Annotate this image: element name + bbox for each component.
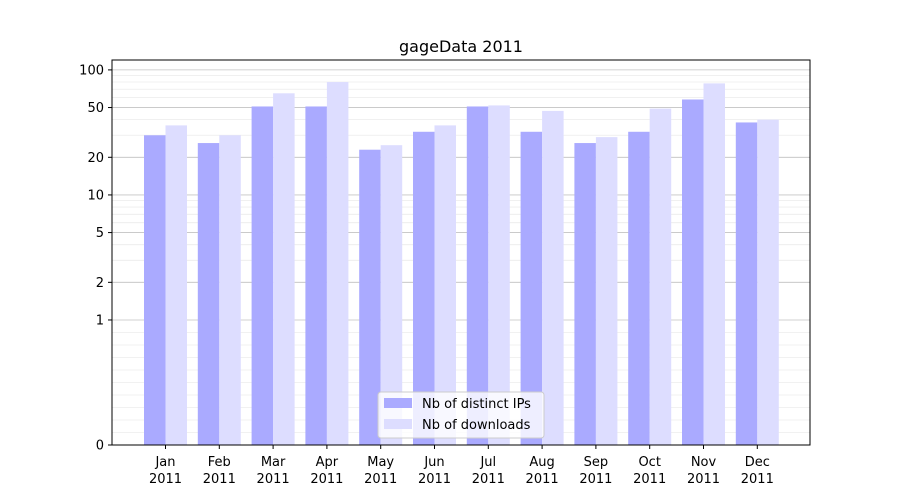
plot-frame — [111, 59, 811, 446]
x-tick-label-year: 2011 — [257, 472, 290, 487]
axes: 0 1 2 5 10 20 50 100 Jan 2011 Feb 2011 Mar 2011 Apr 201… — [79, 59, 811, 487]
x-tick-label-year: 2011 — [310, 472, 343, 487]
x-tick-label-month: Nov — [691, 455, 717, 470]
legend-swatch — [384, 398, 412, 408]
bar-downloads-may — [380, 145, 403, 445]
x-tick-label-year: 2011 — [472, 472, 505, 487]
x-tick-label-year: 2011 — [579, 472, 612, 487]
x-tick-label-year: 2011 — [203, 472, 236, 487]
x-tick-label-month: Feb — [208, 455, 231, 470]
chart-title: gageData 2011 — [399, 37, 523, 56]
bar-distinct-ips-jan — [144, 135, 166, 445]
bar-distinct-ips-oct — [628, 131, 650, 445]
x-tick-label-month: Jan — [154, 455, 175, 470]
bar-downloads-mar — [273, 93, 295, 446]
x-tick-label-month: May — [367, 455, 394, 470]
legend-swatch — [384, 419, 412, 429]
bar-distinct-ips-may — [359, 149, 381, 446]
y-tick-label: 0 — [96, 439, 104, 454]
x-tick-label-year: 2011 — [149, 472, 182, 487]
bar-downloads-jan — [165, 125, 187, 445]
bar-downloads-sep — [595, 137, 618, 445]
x-tick-label-month: Sep — [584, 455, 609, 470]
legend-label: Nb of distinct IPs — [422, 397, 531, 412]
x-tick-label-year: 2011 — [418, 472, 451, 487]
bar-downloads-dec — [757, 119, 779, 446]
bar-distinct-ips-dec — [735, 122, 758, 445]
bar-distinct-ips-feb — [197, 143, 220, 445]
bar-distinct-ips-nov — [682, 99, 704, 446]
x-tick-label-month: Aug — [529, 455, 554, 470]
bar-downloads-apr — [326, 82, 349, 445]
bar-downloads-jul — [488, 105, 510, 446]
bar-downloads-aug — [542, 110, 564, 445]
bar-distinct-ips-jul — [466, 106, 489, 445]
x-tick-label-year: 2011 — [526, 472, 559, 487]
x-tick-label-year: 2011 — [687, 472, 720, 487]
y-tick-label: 1 — [96, 313, 104, 328]
y-tick-label: 50 — [87, 101, 104, 116]
legend: Nb of distinct IPs Nb of downloads — [377, 391, 545, 439]
y-tick-label: 5 — [96, 226, 104, 241]
bar-downloads-oct — [649, 108, 672, 445]
x-tick-label-month: Oct — [638, 455, 660, 470]
bar-downloads-feb — [219, 135, 241, 445]
x-tick-label-month: Mar — [261, 455, 286, 470]
bars — [144, 82, 779, 446]
bar-distinct-ips-mar — [251, 106, 274, 445]
legend-label: Nb of downloads — [422, 418, 531, 433]
x-tick-label-month: Apr — [316, 455, 339, 470]
bar-distinct-ips-sep — [574, 143, 596, 445]
x-tick-label-month: Dec — [745, 455, 770, 470]
bar-distinct-ips-aug — [520, 131, 543, 445]
bar-downloads-jun — [434, 125, 456, 445]
bar-distinct-ips-apr — [305, 106, 327, 445]
x-tick-label-month: Jul — [479, 455, 496, 470]
y-tick-label: 2 — [96, 276, 104, 291]
x-tick-label-month: Jun — [423, 455, 444, 470]
y-tick-label: 10 — [87, 188, 104, 203]
bar-downloads-nov — [703, 83, 725, 445]
y-tick-label: 100 — [79, 63, 104, 78]
x-tick-label-year: 2011 — [633, 472, 666, 487]
bar-distinct-ips-jun — [413, 131, 435, 445]
x-tick-label-year: 2011 — [741, 472, 774, 487]
y-tick-label: 20 — [87, 151, 104, 166]
x-tick-label-year: 2011 — [364, 472, 397, 487]
legend-box — [377, 391, 545, 439]
